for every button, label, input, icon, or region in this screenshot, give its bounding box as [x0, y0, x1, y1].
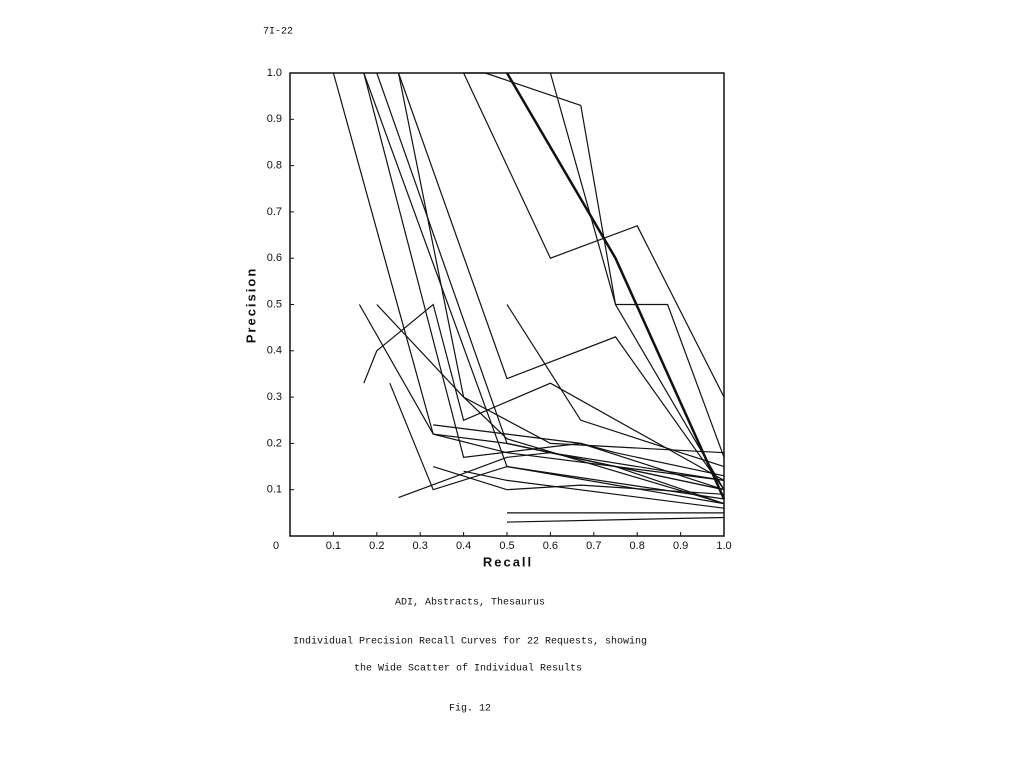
- y-tick-label: 1.0: [267, 67, 282, 79]
- x-tick-label: 1.0: [716, 540, 731, 552]
- x-tick-label: 0.3: [413, 540, 428, 552]
- precision-recall-curve: [433, 424, 725, 477]
- y-axis-label: Precision: [243, 267, 258, 344]
- x-tick-label: 0.1: [326, 540, 341, 552]
- precision-recall-curve: [463, 470, 725, 509]
- page-number: 7I-22: [263, 27, 293, 38]
- x-tick-label: 0.2: [369, 540, 384, 552]
- x-tick-label: 0.8: [630, 540, 645, 552]
- y-tick-label: 0.2: [267, 437, 282, 449]
- caption-line: Individual Precision Recall Curves for 2…: [293, 636, 647, 648]
- x-axis-label: Recall: [483, 554, 533, 569]
- y-tick-label: 0.3: [267, 391, 282, 403]
- x-tick-label: 0.7: [586, 540, 601, 552]
- precision-recall-curve: [397, 72, 725, 491]
- y-tick-label: 0.5: [267, 298, 282, 310]
- precision-recall-curve: [505, 72, 726, 500]
- x-tick-label: 0: [273, 540, 279, 552]
- precision-recall-curve: [376, 304, 725, 454]
- precision-recall-curve: [363, 303, 725, 481]
- y-tick-label: 0.4: [267, 345, 282, 357]
- x-tick-label: 0.5: [499, 540, 514, 552]
- x-tick-label: 0.4: [456, 540, 471, 552]
- precision-recall-curve: [363, 72, 725, 491]
- x-tick-label: 0.9: [673, 540, 688, 552]
- caption-line: the Wide Scatter of Individual Results: [354, 663, 582, 675]
- y-tick-label: 0.7: [267, 206, 282, 218]
- precision-recall-curve: [506, 304, 725, 468]
- y-tick-label: 0.9: [267, 113, 282, 125]
- figure-title: ADI, Abstracts, Thesaurus: [395, 597, 545, 609]
- y-tick-label: 0.8: [267, 160, 282, 172]
- y-tick-label: 0.1: [267, 484, 282, 496]
- precision-recall-curve: [397, 72, 725, 505]
- precision-recall-curve: [549, 72, 725, 458]
- figure-label: Fig. 12: [449, 703, 491, 715]
- y-tick-label: 0.6: [267, 252, 282, 264]
- precision-recall-curve: [506, 516, 725, 523]
- precision-recall-curve: [398, 452, 725, 499]
- precision-recall-curve: [463, 72, 725, 491]
- x-tick-label: 0.6: [543, 540, 558, 552]
- precision-recall-curve: [463, 72, 725, 398]
- precision-recall-curve: [506, 442, 725, 505]
- precision-recall-curve: [433, 466, 725, 495]
